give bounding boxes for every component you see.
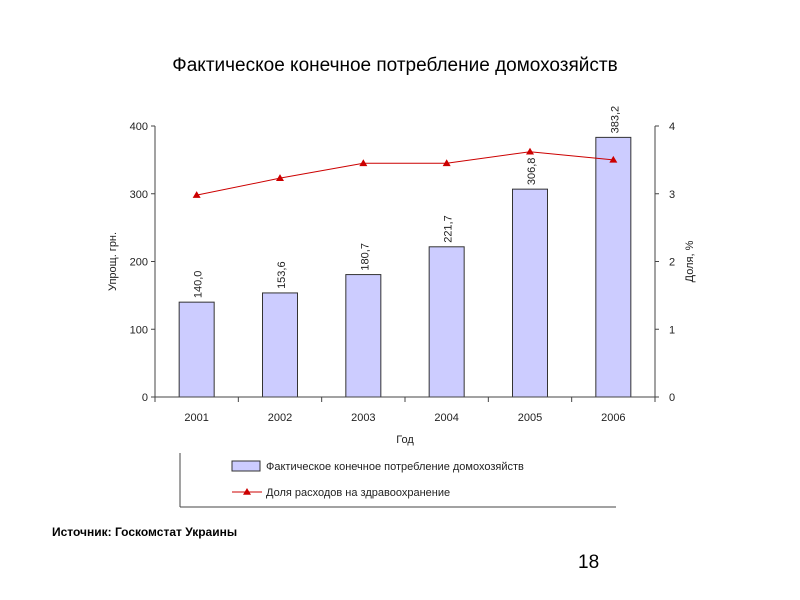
bar — [178, 301, 215, 398]
y-tick-label-right: 3 — [669, 189, 675, 201]
x-tick-label: 2001 — [184, 412, 208, 424]
y-tick-label-left: 0 — [142, 392, 148, 404]
y-tick-label-left: 300 — [130, 189, 148, 201]
bar-data-label: 180,7 — [359, 243, 371, 271]
chart: 0 100 200 300 400 0 1 2 3 4 2001 2002 2003 2004 2005 20… — [107, 106, 696, 508]
y-tick-label-left: 200 — [130, 257, 148, 269]
source-note: Источник: Госкомстат Украины — [52, 525, 238, 539]
bar-data-label: 383,2 — [609, 106, 621, 134]
legend-label-bar: Фактическое конечное потребление домохоз… — [266, 461, 524, 473]
legend-label-line: Доля расходов на здравоохранение — [266, 487, 450, 499]
x-tick-label: 2004 — [434, 412, 458, 424]
x-tick-label: 2005 — [518, 412, 542, 424]
line-point — [276, 174, 284, 181]
bar — [428, 246, 465, 398]
slide-title: Фактическое конечное потребление домохоз… — [172, 55, 618, 76]
x-axis-title: Год — [396, 434, 414, 446]
line-point — [192, 191, 201, 198]
legend-swatch-marker — [243, 488, 251, 495]
x-tick-label: 2002 — [268, 412, 292, 424]
y-tick-label-left: 400 — [130, 121, 148, 133]
bar — [512, 188, 548, 398]
bar-data-label: 153,6 — [276, 261, 288, 289]
line-point — [526, 147, 534, 155]
y-axis-title-left: Упрощ. грн. — [107, 232, 119, 291]
bar — [262, 292, 298, 398]
y-tick-label-right: 2 — [669, 257, 675, 269]
bar-data-label: 306,8 — [526, 158, 538, 186]
page-number: 18 — [578, 552, 600, 573]
line-point — [359, 159, 368, 167]
y-axis-title-right: Доля, % — [684, 240, 696, 282]
series-line — [196, 151, 614, 196]
y-tick-label-right: 0 — [669, 392, 675, 404]
x-tick-label: 2006 — [601, 412, 625, 424]
y-tick-label-left: 100 — [130, 324, 148, 336]
bar — [595, 136, 632, 398]
line-point — [442, 159, 451, 167]
bar-data-label: 140,0 — [193, 271, 205, 299]
x-tick-label: 2003 — [351, 412, 375, 424]
bar-data-label: 221,7 — [443, 215, 455, 243]
bar — [345, 274, 382, 398]
line-point — [609, 155, 618, 163]
y-tick-label-right: 1 — [669, 324, 675, 336]
legend-swatch-bar — [231, 460, 261, 472]
y-tick-label-right: 4 — [669, 121, 675, 133]
